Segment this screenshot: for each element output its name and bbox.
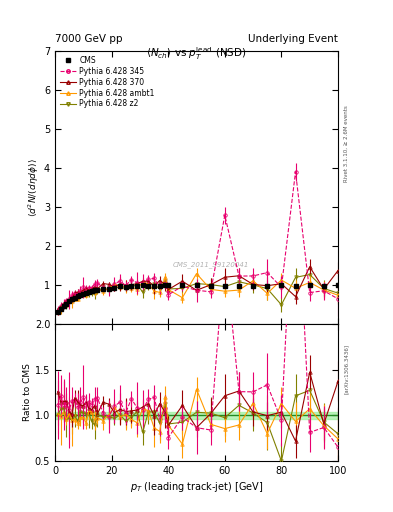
Text: Underlying Event: Underlying Event bbox=[248, 33, 338, 44]
Title: $\langle N_{ch}\rangle$ vs $p_T^{\rm lead}$ (NSD): $\langle N_{ch}\rangle$ vs $p_T^{\rm lea… bbox=[146, 45, 247, 61]
Text: 7000 GeV pp: 7000 GeV pp bbox=[55, 33, 123, 44]
Legend: CMS, Pythia 6.428 345, Pythia 6.428 370, Pythia 6.428 ambt1, Pythia 6.428 z2: CMS, Pythia 6.428 345, Pythia 6.428 370,… bbox=[57, 53, 157, 111]
Text: Rivet 3.1.10, ≥ 2.6M events: Rivet 3.1.10, ≥ 2.6M events bbox=[344, 105, 349, 182]
Text: [arXiv:1306.3436]: [arXiv:1306.3436] bbox=[344, 344, 349, 394]
X-axis label: $p_T$ (leading track-jet) [GeV]: $p_T$ (leading track-jet) [GeV] bbox=[130, 480, 263, 494]
Text: CMS_2011_S9120041: CMS_2011_S9120041 bbox=[173, 261, 249, 268]
Y-axis label: Ratio to CMS: Ratio to CMS bbox=[23, 364, 32, 421]
Bar bbox=[55, 412, 338, 419]
Y-axis label: $\langle d^2 N/(d\eta d\phi) \rangle$: $\langle d^2 N/(d\eta d\phi) \rangle$ bbox=[27, 158, 41, 217]
